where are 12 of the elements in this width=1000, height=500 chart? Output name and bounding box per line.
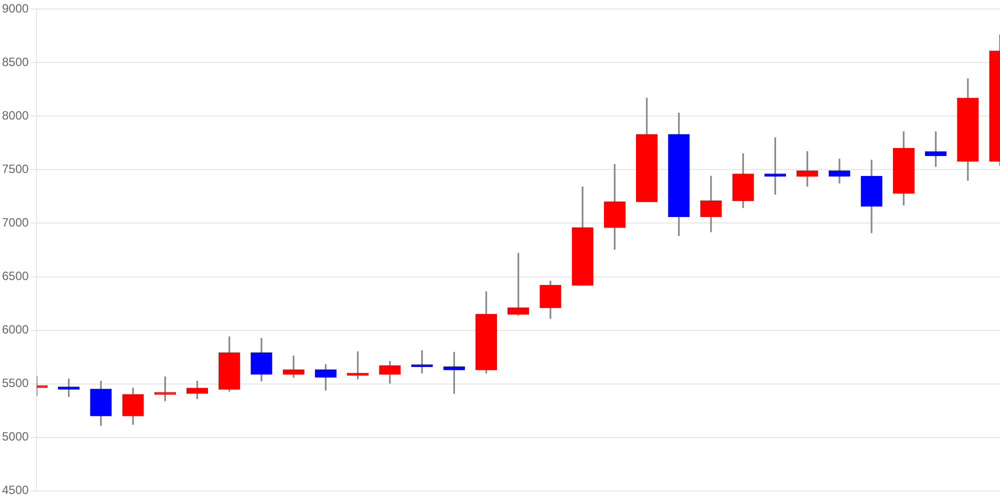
candlestick <box>282 356 304 378</box>
y-tick-label: 5500 <box>2 376 30 390</box>
y-tick-label: 7000 <box>2 216 30 230</box>
y-tick-label: 6500 <box>2 269 30 284</box>
y-tick-label: 6000 <box>2 322 30 337</box>
candlestick <box>828 158 850 184</box>
y-tick-label: 5000 <box>2 430 30 444</box>
y-tick-label: 9000 <box>2 2 30 16</box>
y-tick-label: 8000 <box>2 108 30 123</box>
y-tick-label: 4500 <box>2 483 30 498</box>
y-tick-label: 7500 <box>2 162 30 176</box>
y-tick-label: 8500 <box>2 55 30 70</box>
